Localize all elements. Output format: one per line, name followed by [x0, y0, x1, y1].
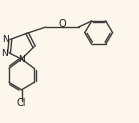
Text: N: N — [1, 49, 8, 58]
Text: O: O — [59, 19, 66, 29]
Text: N: N — [18, 54, 25, 64]
Text: N: N — [3, 35, 9, 45]
Text: Cl: Cl — [17, 98, 26, 108]
